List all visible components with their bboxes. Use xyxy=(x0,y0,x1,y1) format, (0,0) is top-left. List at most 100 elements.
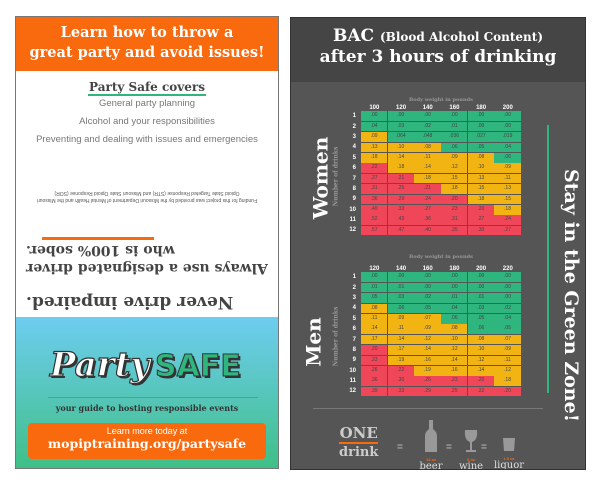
bac-cell: .13 xyxy=(467,173,494,184)
bac-cell: .18 xyxy=(494,376,521,386)
shot-glass-icon xyxy=(503,438,515,451)
one-drink-label: ONE drink xyxy=(339,424,379,462)
table-row: 11 .52.43.36.31.27.24 xyxy=(339,215,521,225)
bac-cell: .27 xyxy=(467,215,494,225)
learn-more-link[interactable]: Learn more today at mopiptraining.org/pa… xyxy=(28,423,266,459)
bac-cell: .20 xyxy=(467,204,494,215)
bac-cell: .11 xyxy=(494,355,521,366)
bac-cell: .11 xyxy=(387,324,414,334)
covers-item: Alcohol and your responsibilities xyxy=(79,116,215,127)
bac-cell: .09 xyxy=(414,324,441,334)
drink-count: 11 xyxy=(349,217,356,224)
bac-cell: .24 xyxy=(494,215,521,225)
drink-count: 1 xyxy=(352,274,356,281)
bac-cell: .12 xyxy=(494,365,521,376)
cta-url[interactable]: mopiptraining.org/partysafe xyxy=(47,436,247,451)
bac-cell: .17 xyxy=(387,345,414,355)
table-row: 3 .09.064.048.036.027.019 xyxy=(339,132,521,142)
bac-cell: .03 xyxy=(387,121,414,132)
bac-cell: .06 xyxy=(441,313,468,324)
bac-cell: .30 xyxy=(467,225,494,236)
bac-cell: .06 xyxy=(387,303,414,314)
bac-cell: .15 xyxy=(494,194,521,205)
bac-cell: .09 xyxy=(387,313,414,324)
table-row: 8 .20.17.14.12.10.09 xyxy=(339,345,521,355)
title-paren: (Blood Alcohol Content) xyxy=(380,30,544,44)
bac-cell: .08 xyxy=(361,303,388,314)
table-row: 7 .27.21.18.15.13.11 xyxy=(339,173,521,184)
party-safe-logo: Party SAFE xyxy=(40,339,258,399)
drink-count: 6 xyxy=(352,326,356,333)
drink-count: 10 xyxy=(349,367,356,374)
bac-cell: .027 xyxy=(467,132,494,142)
weight-header-row: 120 140 160 180 200 220 xyxy=(361,266,521,272)
bac-cell: .33 xyxy=(387,204,414,215)
bac-cell: .17 xyxy=(361,334,388,345)
men-label: Men xyxy=(301,317,326,367)
women-bac-table: 100 120 140 160 180 200 1.00.00.00.00.00.00 2.0… xyxy=(339,105,521,236)
bac-cell: .01 xyxy=(467,293,494,303)
stay-in-green-zone: Stay in the Green Zone! xyxy=(560,169,582,423)
bac-cell: .14 xyxy=(361,324,388,334)
drink-count: 1 xyxy=(352,113,356,120)
bac-cell: .02 xyxy=(414,121,441,132)
beer-bottle-icon xyxy=(425,420,437,452)
bac-cell: .26 xyxy=(414,376,441,386)
men-weight-label: Body weight in pounds xyxy=(409,254,473,260)
bac-cell: .29 xyxy=(387,194,414,205)
equals-sign: = xyxy=(397,442,403,453)
bac-cell: .064 xyxy=(387,132,414,142)
table-row: 9 .23.19.16.14.12.11 xyxy=(339,355,521,366)
bac-cell: .06 xyxy=(467,324,494,334)
bac-cell: .00 xyxy=(441,282,468,293)
bac-cell: .00 xyxy=(441,111,468,121)
beer-label: beer xyxy=(419,461,443,470)
drink-count: 3 xyxy=(352,294,356,301)
bac-cell: .36 xyxy=(361,194,388,205)
table-row: 12 .57.47.40.35.30.27 xyxy=(339,225,521,236)
covers-item: Preventing and dealing with issues and e… xyxy=(36,134,258,145)
bac-cell: .00 xyxy=(387,111,414,121)
bac-cell: .36 xyxy=(414,215,441,225)
flyer-headline: Learn how to throw a great party and avo… xyxy=(16,17,278,71)
covers-item: General party planning xyxy=(98,98,196,109)
bac-cell: .04 xyxy=(494,142,521,153)
weight-column-header: 180 xyxy=(449,266,460,272)
bac-cell: .04 xyxy=(441,303,468,314)
bac-cell: .019 xyxy=(494,132,521,142)
wine-glass-icon xyxy=(464,430,478,452)
cta-text: Learn more today at xyxy=(106,426,188,436)
bac-cell: .12 xyxy=(467,355,494,366)
bac-cell: .14 xyxy=(414,163,441,173)
drink-count: 5 xyxy=(352,315,356,322)
bac-cell: .05 xyxy=(414,303,441,314)
headline-line-1: Learn how to throw a xyxy=(60,24,234,41)
bac-cell: .30 xyxy=(387,376,414,386)
bac-cell: .00 xyxy=(361,111,388,121)
drink-count: 8 xyxy=(352,346,356,353)
bac-cell: .08 xyxy=(467,334,494,345)
bac-cell: .18 xyxy=(441,184,468,194)
bac-cell: .01 xyxy=(441,293,468,303)
weight-column-header: 120 xyxy=(396,105,407,111)
bac-cell: .23 xyxy=(441,204,468,215)
weight-column-header: 120 xyxy=(369,266,380,272)
table-row: 8 .31.25.21.18.15.13 xyxy=(339,184,521,194)
weight-column-header: 100 xyxy=(369,105,380,111)
bac-cell: .31 xyxy=(441,215,468,225)
bac-cell: .01 xyxy=(361,282,388,293)
bac-cell: .27 xyxy=(361,173,388,184)
weight-column-header: 200 xyxy=(476,266,487,272)
weight-column-header: 180 xyxy=(476,105,487,111)
women-weight-label: Body weight in pounds xyxy=(409,97,473,103)
bac-cell: .14 xyxy=(414,345,441,355)
bac-cell: .14 xyxy=(441,355,468,366)
bac-cell: .00 xyxy=(494,121,521,132)
wine-label: wine xyxy=(458,461,484,470)
bac-cell: .27 xyxy=(414,204,441,215)
bac-cell: .00 xyxy=(467,121,494,132)
headline-line-2: great party and avoid issues! xyxy=(29,44,265,61)
bac-cell: .00 xyxy=(467,111,494,121)
table-row: 11 .36.30.26.23.20.18 xyxy=(339,376,521,386)
one-text: ONE xyxy=(339,424,379,444)
